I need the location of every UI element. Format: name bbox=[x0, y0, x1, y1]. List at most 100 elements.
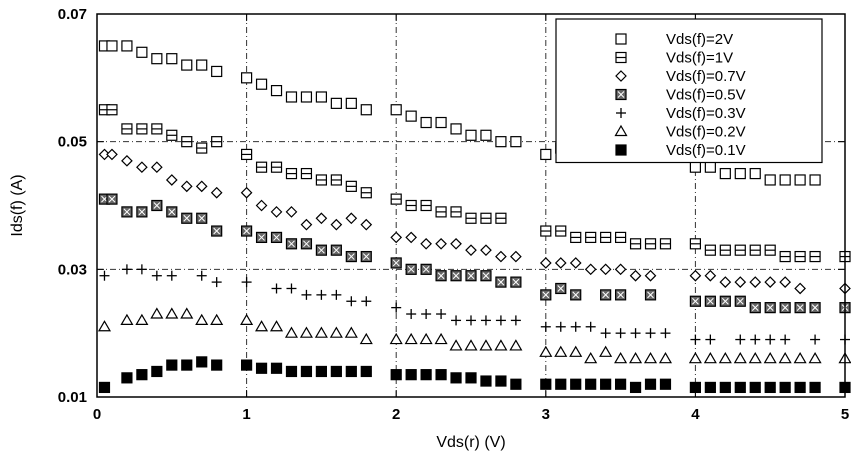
data-point bbox=[404, 332, 418, 345]
data-point bbox=[644, 238, 657, 250]
data-point bbox=[778, 352, 792, 364]
data-point bbox=[150, 161, 163, 174]
legend-label: Vds(f)=1V bbox=[666, 50, 733, 67]
data-point bbox=[689, 295, 702, 307]
data-point bbox=[121, 40, 133, 52]
legend-marker bbox=[616, 108, 626, 118]
legend-marker bbox=[615, 33, 627, 45]
data-point bbox=[405, 263, 417, 275]
data-point bbox=[211, 136, 223, 148]
data-point bbox=[734, 276, 747, 288]
data-point bbox=[360, 218, 373, 231]
data-point bbox=[658, 352, 673, 364]
plot-area-frame bbox=[96, 13, 846, 398]
data-point bbox=[241, 359, 253, 371]
data-point bbox=[614, 289, 627, 301]
data-point bbox=[809, 174, 821, 186]
x-tick-label: 0 bbox=[93, 406, 101, 423]
data-markers bbox=[97, 40, 851, 394]
data-point bbox=[406, 309, 417, 320]
data-point bbox=[585, 231, 597, 244]
data-point bbox=[555, 321, 566, 332]
data-point bbox=[195, 180, 208, 193]
data-point bbox=[749, 302, 761, 314]
data-point bbox=[255, 362, 268, 374]
legend-marker bbox=[614, 124, 628, 137]
data-point bbox=[271, 283, 282, 294]
data-point bbox=[255, 231, 268, 244]
data-point bbox=[435, 369, 447, 381]
data-point bbox=[465, 244, 477, 257]
data-point bbox=[600, 328, 611, 339]
data-point bbox=[794, 174, 806, 186]
data-point bbox=[121, 154, 133, 167]
data-point bbox=[495, 276, 507, 288]
legend-label: Vds(f)=2V bbox=[666, 31, 733, 48]
data-point bbox=[749, 276, 762, 288]
data-point bbox=[390, 369, 402, 381]
data-point bbox=[554, 345, 568, 357]
data-point bbox=[689, 238, 702, 250]
data-point bbox=[780, 334, 791, 345]
data-point bbox=[539, 345, 553, 357]
data-point bbox=[196, 356, 208, 368]
data-point bbox=[121, 372, 133, 384]
data-point bbox=[360, 250, 372, 263]
data-point bbox=[435, 270, 447, 282]
data-point bbox=[420, 237, 432, 250]
data-point bbox=[314, 326, 328, 338]
data-point bbox=[316, 289, 327, 300]
data-point bbox=[391, 302, 402, 313]
data-point bbox=[704, 269, 717, 282]
data-point bbox=[181, 136, 193, 148]
legend-label: Vds(f)=0.1V bbox=[666, 142, 746, 159]
data-point bbox=[809, 381, 821, 394]
data-point bbox=[585, 378, 597, 390]
data-point bbox=[210, 186, 223, 199]
data-point bbox=[345, 212, 358, 225]
data-point bbox=[779, 174, 791, 186]
data-point bbox=[196, 142, 208, 154]
data-point bbox=[450, 237, 462, 250]
data-point bbox=[166, 270, 177, 281]
grid-lines bbox=[97, 14, 845, 397]
data-point bbox=[719, 381, 731, 394]
data-point bbox=[405, 369, 417, 381]
data-point bbox=[405, 110, 417, 122]
data-point bbox=[269, 320, 284, 332]
data-point bbox=[809, 250, 821, 263]
data-point bbox=[166, 206, 178, 218]
data-point bbox=[435, 206, 447, 218]
data-point bbox=[166, 359, 178, 371]
y-tick-label: 0.03 bbox=[58, 261, 87, 278]
data-point bbox=[345, 180, 357, 192]
data-point bbox=[285, 365, 298, 378]
data-point bbox=[181, 59, 193, 71]
data-point bbox=[330, 244, 342, 256]
data-point bbox=[450, 270, 462, 282]
data-point bbox=[285, 238, 298, 250]
data-point bbox=[809, 302, 821, 314]
data-point bbox=[495, 315, 506, 326]
series-1 bbox=[98, 104, 851, 263]
data-point bbox=[494, 339, 508, 351]
data-point bbox=[181, 212, 193, 224]
data-point bbox=[450, 123, 462, 135]
data-point bbox=[569, 345, 583, 357]
data-point bbox=[97, 320, 112, 332]
data-point bbox=[584, 352, 598, 364]
data-point bbox=[255, 320, 269, 332]
data-point bbox=[510, 315, 521, 326]
data-point bbox=[690, 334, 701, 345]
data-point bbox=[331, 289, 342, 300]
data-point bbox=[554, 257, 567, 269]
data-point bbox=[704, 244, 716, 256]
data-point bbox=[360, 104, 372, 116]
data-point bbox=[390, 104, 402, 116]
data-point bbox=[480, 270, 492, 282]
data-point bbox=[539, 257, 552, 269]
data-point bbox=[435, 237, 447, 250]
data-point bbox=[255, 161, 268, 173]
data-point bbox=[196, 270, 207, 281]
data-point bbox=[614, 378, 627, 390]
